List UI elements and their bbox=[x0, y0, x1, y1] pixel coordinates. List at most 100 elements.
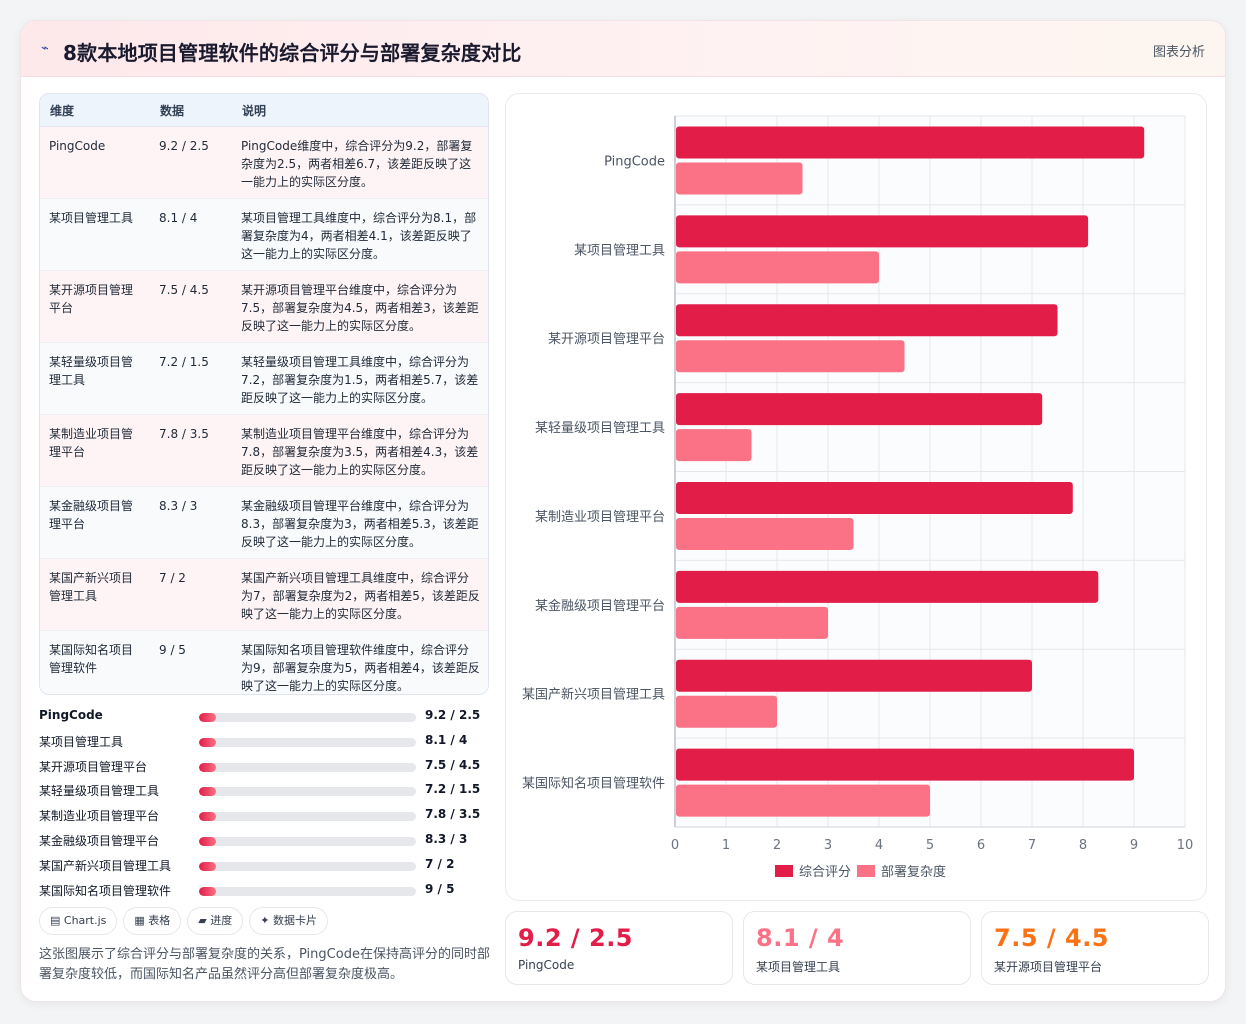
table-header-row: 维度 数据 说明 bbox=[40, 94, 488, 127]
y-category-label: 某金融级项目管理平台 bbox=[535, 598, 665, 614]
progress-track bbox=[199, 812, 416, 822]
y-category-label: 某制造业项目管理平台 bbox=[535, 510, 665, 525]
legend-swatch bbox=[775, 865, 793, 877]
progress-fill bbox=[199, 737, 217, 747]
legend-label: 部署复杂度 bbox=[881, 864, 946, 880]
progress-list: PingCode 9.2 / 2.5 某项目管理工具 8.1 / 4 某开源项目管理平台… bbox=[39, 704, 487, 902]
tab-chartjs[interactable]: ▤ Chart.js bbox=[39, 907, 118, 935]
progress-label: 某国际知名项目管理软件 bbox=[39, 883, 172, 898]
row-dimension-cell: 某金融级项目管理平台 bbox=[40, 486, 150, 559]
x-tick-label: 2 bbox=[773, 838, 781, 853]
stat-value: 7.5 / 4.5 bbox=[994, 924, 1110, 952]
row-description-cell: PingCode维度中，综合评分为9.2，部署复杂度为2.5，两者相差6.7，该… bbox=[232, 126, 488, 199]
bar-deploy-complexity bbox=[676, 517, 854, 550]
row-description-cell: 某项目管理工具维度中，综合评分为8.1，部署复杂度为4，两者相差4.1，该差距反… bbox=[232, 198, 488, 271]
progress-row: PingCode 9.2 / 2.5 bbox=[39, 704, 487, 729]
row-dimension-cell: PingCode bbox=[40, 126, 150, 199]
chart-container: 0 1 2 3 4 5 6 7 8 9 10 PingCode 某项目管理工具 某开源项目管理平台 某轻量级… bbox=[505, 93, 1207, 901]
progress-track bbox=[199, 836, 416, 846]
column-header-description: 说明 bbox=[232, 94, 488, 127]
progress-value: 8.1 / 4 bbox=[425, 732, 468, 747]
y-category-label: PingCode bbox=[604, 154, 665, 169]
row-dimension-cell: 某开源项目管理平台 bbox=[40, 270, 150, 343]
progress-label: 某项目管理工具 bbox=[39, 734, 124, 749]
x-tick-label: 4 bbox=[875, 838, 883, 853]
x-tick-label: 3 bbox=[824, 838, 832, 853]
bar-overall-score bbox=[676, 659, 1032, 692]
legend-swatch bbox=[857, 865, 875, 877]
row-data-cell: 9 / 5 bbox=[159, 643, 186, 657]
tab-table[interactable]: ▦ 表格 bbox=[123, 907, 182, 935]
bar-deploy-complexity bbox=[676, 606, 828, 639]
bar-overall-score bbox=[676, 304, 1058, 337]
row-description-cell: 某制造业项目管理平台维度中，综合评分为7.8，部署复杂度为3.5，两者相差4.3… bbox=[232, 414, 488, 487]
y-category-label: 某项目管理工具 bbox=[574, 243, 665, 258]
data-table: 维度 数据 说明 PingCode 9.2 / 2.5 PingCode维度中，综合… bbox=[39, 93, 489, 695]
bar-overall-score bbox=[676, 748, 1134, 781]
bar-overall-score bbox=[676, 570, 1099, 603]
table-row: 某项目管理工具 8.1 / 4 某项目管理工具维度中，综合评分为8.1，部署复杂度为… bbox=[40, 198, 488, 271]
row-description-cell: 某国际知名项目管理软件维度中，综合评分为9，部署复杂度为5，两者相差4，该差距反… bbox=[241, 643, 480, 693]
progress-value: 7 / 2 bbox=[425, 856, 455, 871]
row-dimension-cell: 某制造业项目管理平台 bbox=[40, 414, 150, 487]
row-description-cell: 某国产新兴项目管理工具维度中，综合评分为7，部署复杂度为2，两者相差5，该差距反… bbox=[232, 558, 488, 631]
chart-description: 这张图展示了综合评分与部署复杂度的关系，PingCode在保持高评分的同时部署复… bbox=[39, 947, 490, 982]
row-dimension-cell: 某轻量级项目管理工具 bbox=[40, 342, 150, 415]
x-tick-label: 7 bbox=[1028, 838, 1036, 853]
bar-deploy-complexity bbox=[676, 251, 879, 284]
table-row: 某开源项目管理平台 7.5 / 4.5 某开源项目管理平台维度中，综合评分为7.5，… bbox=[40, 270, 488, 343]
y-category-label: 某轻量级项目管理工具 bbox=[535, 421, 665, 436]
card-header: ⌁ 8款本地项目管理软件的综合评分与部署复杂度对比 图表分析 bbox=[21, 21, 1225, 77]
progress-value: 8.3 / 3 bbox=[425, 831, 468, 846]
progress-row: 某国产新兴项目管理工具 7 / 2 bbox=[39, 853, 487, 878]
column-header-dimension: 维度 bbox=[40, 94, 150, 127]
dashboard-card: ⌁ 8款本地项目管理软件的综合评分与部署复杂度对比 图表分析 维度 数据 说明 … bbox=[20, 20, 1226, 1002]
x-tick-label: 6 bbox=[977, 838, 985, 853]
x-tick-label: 10 bbox=[1177, 838, 1194, 853]
chart-analysis-button[interactable]: 图表分析 bbox=[1152, 45, 1205, 60]
stat-card[interactable]: 9.2 / 2.5 PingCode bbox=[505, 911, 733, 985]
tab-progress[interactable]: ▰ 进度 bbox=[187, 907, 244, 935]
row-description-cell: 某轻量级项目管理工具维度中，综合评分为7.2，部署复杂度为1.5，两者相差5.7… bbox=[232, 342, 488, 415]
view-tabs: ▤ Chart.js ▦ 表格 ▰ 进度 ✦ 数据卡片 bbox=[39, 907, 334, 935]
progress-value: 7.5 / 4.5 bbox=[425, 757, 481, 772]
bar-overall-score bbox=[676, 215, 1089, 248]
x-tick-label: 5 bbox=[926, 838, 934, 853]
bar-deploy-complexity bbox=[676, 429, 752, 462]
progress-track bbox=[199, 886, 416, 896]
progress-label: 某国产新兴项目管理工具 bbox=[39, 858, 172, 873]
progress-fill bbox=[199, 762, 217, 772]
progress-label: 某制造业项目管理平台 bbox=[39, 809, 160, 824]
bar-deploy-complexity bbox=[676, 162, 803, 195]
progress-row: 某项目管理工具 8.1 / 4 bbox=[39, 729, 487, 754]
progress-fill bbox=[199, 836, 217, 846]
stat-card[interactable]: 8.1 / 4 某项目管理工具 bbox=[743, 911, 971, 985]
y-category-label: 某开源项目管理平台 bbox=[548, 332, 665, 347]
progress-track bbox=[199, 787, 416, 797]
bar-deploy-complexity bbox=[676, 340, 905, 373]
tab-data-cards[interactable]: ✦ 数据卡片 bbox=[249, 907, 328, 935]
row-description-cell: 某金融级项目管理平台维度中，综合评分为8.3，部署复杂度为3，两者相差5.3，该… bbox=[232, 486, 488, 559]
row-data-cell: 7.2 / 1.5 bbox=[150, 342, 232, 415]
table-row: 某轻量级项目管理工具 7.2 / 1.5 某轻量级项目管理工具维度中，综合评分为7.… bbox=[40, 342, 488, 415]
row-data-cell: 8.3 / 3 bbox=[150, 486, 232, 559]
progress-track bbox=[199, 737, 416, 747]
row-data-cell: 7.8 / 3.5 bbox=[150, 414, 232, 487]
progress-fill bbox=[199, 861, 217, 871]
row-dimension-cell: 某项目管理工具 bbox=[40, 198, 150, 271]
progress-label: PingCode bbox=[39, 708, 103, 722]
stat-value: 8.1 / 4 bbox=[756, 924, 845, 952]
progress-track bbox=[199, 713, 416, 722]
progress-value: 9 / 5 bbox=[425, 881, 455, 896]
progress-label: 某金融级项目管理平台 bbox=[39, 833, 160, 848]
table-row: 某国际知名项目管理软件 9 / 5 某国际知名项目管理软件维度中，综合评分为9，部署… bbox=[40, 630, 488, 694]
progress-fill bbox=[199, 886, 217, 896]
progress-value: 7.2 / 1.5 bbox=[425, 782, 481, 797]
row-data-cell: 7 / 2 bbox=[150, 558, 232, 631]
stat-card[interactable]: 7.5 / 4.5 某开源项目管理平台 bbox=[981, 911, 1209, 985]
row-data-cell: 8.1 / 4 bbox=[150, 198, 232, 271]
row-dimension-cell: 某国际知名项目管理软件 bbox=[49, 643, 134, 675]
progress-label: 某开源项目管理平台 bbox=[39, 759, 148, 774]
y-category-label: 某国产新兴项目管理工具 bbox=[522, 687, 665, 703]
progress-track bbox=[199, 861, 416, 871]
